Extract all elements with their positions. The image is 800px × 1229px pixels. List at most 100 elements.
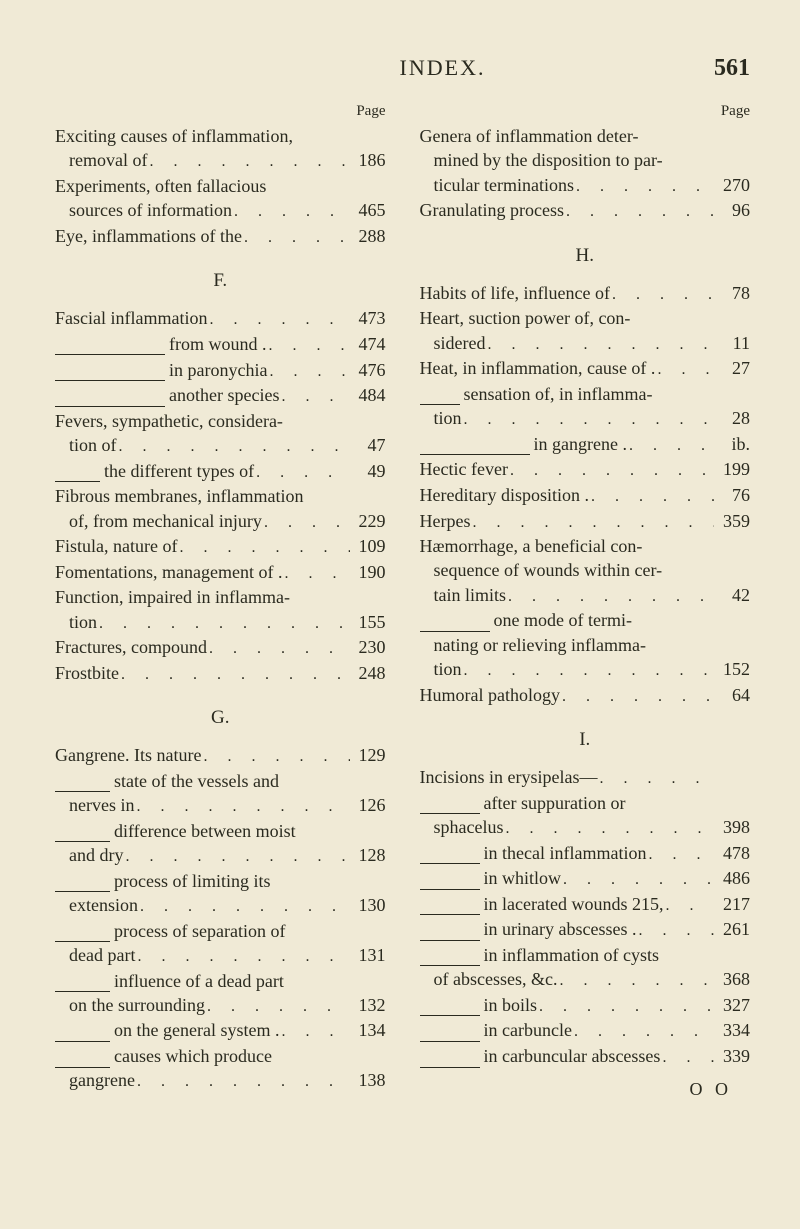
entry-text: influence of a dead part bbox=[55, 969, 386, 993]
entry-text: Fistula, nature of bbox=[55, 534, 177, 558]
right-H-entries: Habits of life, influence of. . . . . . … bbox=[420, 281, 751, 707]
page-label-right: Page bbox=[420, 103, 751, 120]
entry-page: 64 bbox=[714, 683, 750, 707]
index-entry: the different types of. . . . . . . . . … bbox=[55, 459, 386, 484]
index-entry: in lacerated wounds 215,. . . . . . . . … bbox=[420, 892, 751, 917]
index-entry: Fractures, compound. . . . . . . . . . .… bbox=[55, 635, 386, 660]
entry-text: Fascial inflammation bbox=[55, 306, 207, 330]
entry-text-cont: sources of information bbox=[69, 198, 232, 222]
header-title: INDEX. bbox=[400, 55, 486, 81]
entry-text: Herpes bbox=[420, 509, 471, 533]
entry-page: 138 bbox=[350, 1068, 386, 1092]
entry-text: in carbuncle bbox=[484, 1018, 572, 1042]
index-entry: another species. . . . . . . . . . . .48… bbox=[55, 383, 386, 408]
entry-text: Function, impaired in inflamma- bbox=[55, 585, 386, 609]
entry-text-cont: gangrene bbox=[69, 1068, 135, 1092]
entry-text: causes which produce bbox=[55, 1044, 386, 1068]
entry-page: 128 bbox=[350, 843, 386, 867]
entry-page: 199 bbox=[714, 457, 750, 481]
entry-page: 126 bbox=[350, 793, 386, 817]
index-entry: after suppuration orsphacelus. . . . . .… bbox=[420, 791, 751, 840]
entry-text-cont: nating or relieving inflamma- bbox=[420, 633, 751, 657]
entry-text: Heat, in inflammation, cause of . bbox=[420, 356, 656, 380]
entry-text: in paronychia bbox=[169, 358, 267, 382]
entry-text: Fevers, sympathetic, considera- bbox=[55, 409, 386, 433]
right-I-entries: Incisions in erysipelas—. . . . . . . . … bbox=[420, 765, 751, 1069]
entry-text-cont2: tain limits bbox=[434, 583, 507, 607]
entry-page: 368 bbox=[714, 967, 750, 991]
entry-text: Gangrene. Its nature bbox=[55, 743, 201, 767]
entry-page: 11 bbox=[714, 331, 750, 355]
entry-text: in carbuncular abscesses bbox=[484, 1044, 661, 1068]
entry-page: 473 bbox=[350, 306, 386, 330]
entry-page: 486 bbox=[714, 866, 750, 890]
ditto-rule bbox=[420, 847, 480, 864]
entry-page: 130 bbox=[350, 893, 386, 917]
entry-page: 42 bbox=[714, 583, 750, 607]
entry-text: Habits of life, influence of bbox=[420, 281, 610, 305]
index-entry: influence of a dead parton the surroundi… bbox=[55, 969, 386, 1018]
ditto-rule bbox=[420, 615, 490, 632]
left-column: Page Exciting causes of inflammation,rem… bbox=[55, 103, 386, 1100]
entry-text: Fomentations, management of . bbox=[55, 560, 282, 584]
entry-text-cont: mined by the disposition to par- bbox=[420, 148, 751, 172]
entry-text-cont: tion bbox=[69, 610, 97, 634]
index-entry: process of limiting itsextension. . . . … bbox=[55, 869, 386, 918]
entry-text: in lacerated wounds 215, bbox=[484, 892, 664, 916]
entry-text-cont: sequence of wounds within cer- bbox=[420, 558, 751, 582]
ditto-rule bbox=[55, 364, 165, 381]
header-pageno: 561 bbox=[714, 55, 750, 82]
entry-text: in gangrene . bbox=[534, 432, 627, 456]
header: INDEX. 561 bbox=[55, 55, 750, 81]
index-entry: in carbuncular abscesses. . . . . . . . … bbox=[420, 1044, 751, 1069]
index-entry: Frostbite. . . . . . . . . . . .248 bbox=[55, 661, 386, 686]
entry-page: 217 bbox=[714, 892, 750, 916]
entry-page: 132 bbox=[350, 993, 386, 1017]
entry-text: the different types of bbox=[104, 459, 254, 483]
entry-text: in urinary abscesses . bbox=[484, 917, 637, 941]
entry-page: 96 bbox=[714, 198, 750, 222]
ditto-rule bbox=[420, 438, 530, 455]
ditto-rule bbox=[55, 338, 165, 355]
columns: Page Exciting causes of inflammation,rem… bbox=[55, 103, 750, 1100]
ditto-rule bbox=[420, 872, 480, 889]
index-entry: Fistula, nature of. . . . . . . . . . . … bbox=[55, 534, 386, 559]
entry-page: 109 bbox=[350, 534, 386, 558]
ditto-rule bbox=[420, 924, 480, 941]
index-entry: state of the vessels andnerves in. . . .… bbox=[55, 769, 386, 818]
index-entry: Humoral pathology. . . . . . . . . . . .… bbox=[420, 683, 751, 708]
ditto-rule bbox=[55, 1050, 110, 1067]
entry-page: 27 bbox=[714, 356, 750, 380]
entry-text: Incisions in erysipelas— bbox=[420, 765, 598, 789]
ditto-rule bbox=[55, 389, 165, 406]
index-entry: Exciting causes of inflammation,removal … bbox=[55, 124, 386, 173]
entry-text: sensation of, in inflamma- bbox=[420, 382, 751, 406]
entry-text: on the general system . bbox=[114, 1018, 279, 1042]
right-column: Page Genera of inflammation deter-mined … bbox=[420, 103, 751, 1100]
entry-text: in inflammation of cysts bbox=[420, 943, 751, 967]
entry-text-cont: of abscesses, &c. bbox=[434, 967, 558, 991]
index-entry: difference between moistand dry. . . . .… bbox=[55, 819, 386, 868]
section-F: F. bbox=[55, 270, 386, 292]
index-entry: on the general system .. . . . . . . . .… bbox=[55, 1018, 386, 1043]
entry-page: 155 bbox=[350, 610, 386, 634]
entry-text: in whitlow bbox=[484, 866, 562, 890]
ditto-rule bbox=[55, 925, 110, 942]
entry-text: in thecal inflammation bbox=[484, 841, 647, 865]
ditto-rule bbox=[420, 898, 480, 915]
entry-text: in boils bbox=[484, 993, 538, 1017]
entry-page: 270 bbox=[714, 173, 750, 197]
ditto-rule bbox=[55, 975, 110, 992]
index-entry: Hereditary disposition .. . . . . . . . … bbox=[420, 483, 751, 508]
entry-text: Eye, inflammations of the bbox=[55, 224, 242, 248]
ditto-rule bbox=[55, 775, 110, 792]
index-entry: causes which producegangrene. . . . . . … bbox=[55, 1044, 386, 1093]
ditto-rule bbox=[420, 999, 480, 1016]
entry-page: 339 bbox=[714, 1044, 750, 1068]
entry-text-cont2: tion bbox=[434, 657, 462, 681]
index-entry: Fevers, sympathetic, considera-tion of. … bbox=[55, 409, 386, 458]
entry-page: 129 bbox=[350, 743, 386, 767]
entry-text-cont: nerves in bbox=[69, 793, 134, 817]
right-top-entries: Genera of inflammation deter-mined by th… bbox=[420, 124, 751, 223]
entry-page: 359 bbox=[714, 509, 750, 533]
